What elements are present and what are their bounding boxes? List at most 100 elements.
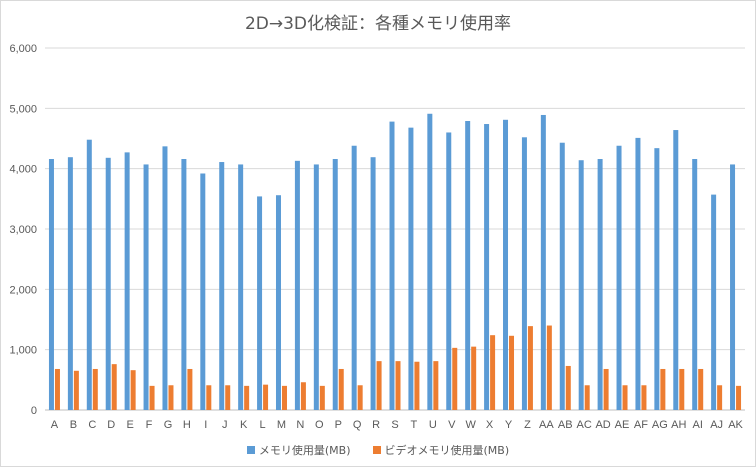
x-tick-label: AC xyxy=(577,419,592,431)
x-tick-label: AF xyxy=(634,419,648,431)
bar-memory xyxy=(219,162,225,410)
bar-video-memory xyxy=(111,364,117,410)
bar-memory xyxy=(162,146,168,411)
bar-memory xyxy=(597,159,603,410)
bar-memory xyxy=(105,157,111,410)
x-tick-label: Y xyxy=(505,419,513,431)
bar-memory xyxy=(484,124,490,411)
x-tick-label: L xyxy=(260,419,266,431)
bar-memory xyxy=(540,114,546,410)
x-tick-label: B xyxy=(70,419,77,431)
bar-memory xyxy=(521,137,527,410)
legend-item-video-memory: ビデオメモリ使用量(MB) xyxy=(372,442,509,458)
x-tick-label: W xyxy=(465,419,476,431)
chart-title: 2D→3D化検証：各種メモリ使用率 xyxy=(244,14,512,34)
bar-video-memory xyxy=(168,385,174,410)
y-tick-label: 4,000 xyxy=(9,164,37,176)
y-tick-label: 0 xyxy=(31,405,37,417)
bar-video-memory xyxy=(319,385,325,410)
bar-video-memory xyxy=(490,335,496,410)
legend-swatch-memory xyxy=(246,446,255,454)
bar-video-memory xyxy=(73,370,79,410)
y-tick-label: 1,000 xyxy=(9,345,37,357)
bar-video-memory xyxy=(698,368,704,410)
y-tick-label: 2,000 xyxy=(9,284,37,296)
bar-memory xyxy=(124,152,130,411)
x-tick-label: G xyxy=(164,419,173,431)
legend-item-memory: メモリ使用量(MB) xyxy=(246,442,351,458)
bar-memory xyxy=(294,160,300,410)
bar-memory xyxy=(503,119,509,411)
x-tick-label: AB xyxy=(558,419,573,431)
bar-video-memory xyxy=(206,385,212,410)
bar-memory xyxy=(616,145,622,411)
bar-video-memory xyxy=(149,385,155,410)
x-tick-label: AH xyxy=(671,419,686,431)
bar-memory xyxy=(86,139,92,410)
bar-video-memory xyxy=(263,384,269,410)
bar-memory xyxy=(275,195,281,410)
bar-video-memory xyxy=(225,385,231,410)
x-tick-label: AG xyxy=(652,419,668,431)
bar-memory xyxy=(238,164,244,410)
bar-memory xyxy=(730,164,736,410)
x-tick-label: O xyxy=(315,419,324,431)
x-tick-label: E xyxy=(126,419,133,431)
x-tick-label: D xyxy=(107,419,115,431)
legend-label-memory: メモリ使用量(MB) xyxy=(258,444,351,457)
y-tick-label: 5,000 xyxy=(9,103,37,115)
x-tick-label: N xyxy=(296,419,304,431)
x-tick-label: AJ xyxy=(710,419,723,431)
x-tick-label: S xyxy=(391,419,398,431)
bar-video-memory xyxy=(471,346,477,410)
bar-memory xyxy=(351,145,357,411)
y-tick-label: 6,000 xyxy=(9,43,37,55)
bar-memory xyxy=(654,148,660,411)
bar-memory xyxy=(635,137,641,410)
bar-video-memory xyxy=(527,326,533,410)
bar-video-memory xyxy=(54,368,60,410)
x-tick-label: M xyxy=(277,419,286,431)
bar-memory xyxy=(370,157,376,410)
bar-video-memory xyxy=(130,370,136,410)
x-tick-label: AI xyxy=(692,419,702,431)
bar-video-memory xyxy=(717,385,723,410)
bar-memory xyxy=(313,164,319,410)
bar-video-memory xyxy=(679,368,685,410)
x-tick-label: Q xyxy=(353,419,362,431)
x-tick-label: V xyxy=(448,419,456,431)
x-tick-label: AD xyxy=(595,419,610,431)
x-tick-label: K xyxy=(240,419,248,431)
bar-memory xyxy=(692,159,698,410)
bar-memory xyxy=(578,160,584,410)
bar-memory xyxy=(48,159,54,410)
bar-memory xyxy=(200,173,206,410)
bar-memory xyxy=(465,121,471,411)
x-tick-label: U xyxy=(429,419,437,431)
bar-memory xyxy=(332,159,338,410)
bar-video-memory xyxy=(338,368,344,410)
bar-video-memory xyxy=(357,385,363,410)
bar-video-memory xyxy=(395,361,401,410)
x-tick-label: Z xyxy=(524,419,531,431)
bar-video-memory xyxy=(546,325,552,410)
bar-memory xyxy=(257,196,263,410)
bar-video-memory xyxy=(452,347,458,410)
bar-video-memory xyxy=(414,361,420,410)
x-tick-label: AE xyxy=(615,419,630,431)
bar-video-memory xyxy=(281,385,287,410)
x-tick-label: R xyxy=(372,419,380,431)
bar-memory xyxy=(427,113,433,410)
bar-memory xyxy=(446,132,452,410)
bar-video-memory xyxy=(736,385,742,410)
y-tick-label: 3,000 xyxy=(9,224,37,236)
bar-memory xyxy=(389,121,395,411)
bar-video-memory xyxy=(187,368,193,410)
x-tick-label: T xyxy=(411,419,418,431)
bar-video-memory xyxy=(376,361,382,410)
bar-video-memory xyxy=(92,368,98,410)
x-tick-label: A xyxy=(51,419,59,431)
x-tick-label: H xyxy=(183,419,191,431)
